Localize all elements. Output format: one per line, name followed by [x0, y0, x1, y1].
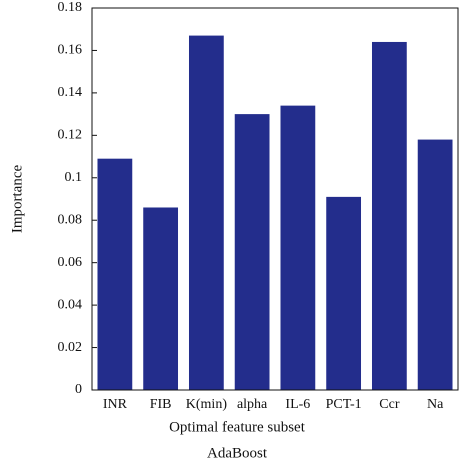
- x-tick-label: K(min): [186, 397, 228, 412]
- bar: [280, 105, 316, 390]
- bar: [326, 196, 362, 390]
- bar: [234, 114, 270, 390]
- x-axis-label: Optimal feature subset: [169, 419, 306, 435]
- bar: [417, 139, 453, 390]
- y-tick-label: 0.12: [58, 128, 83, 143]
- x-tick-label: alpha: [237, 397, 268, 412]
- bar: [188, 35, 224, 390]
- y-tick-label: 0: [75, 382, 82, 397]
- x-tick-label: Na: [427, 397, 444, 412]
- bar: [97, 158, 133, 390]
- y-tick-label: 0.14: [58, 85, 83, 100]
- caption: AdaBoost: [207, 445, 268, 461]
- x-tick-label: Ccr: [379, 397, 400, 412]
- y-tick-label: 0.16: [58, 43, 83, 58]
- x-tick-label: PCT-1: [326, 397, 362, 412]
- y-tick-label: 0.02: [58, 340, 83, 355]
- y-axis-label: Importance: [9, 165, 25, 234]
- x-tick-label: IL-6: [285, 397, 310, 412]
- y-tick-label: 0.04: [58, 297, 83, 312]
- y-tick-label: 0.06: [58, 255, 83, 270]
- y-tick-label: 0.18: [58, 0, 83, 15]
- y-tick-label: 0.1: [65, 170, 83, 185]
- x-tick-label: INR: [103, 397, 128, 412]
- bar: [371, 41, 407, 390]
- y-tick-label: 0.08: [58, 212, 83, 227]
- x-tick-label: FIB: [150, 397, 172, 412]
- bar: [143, 207, 179, 390]
- plot-frame: [91, 7, 459, 391]
